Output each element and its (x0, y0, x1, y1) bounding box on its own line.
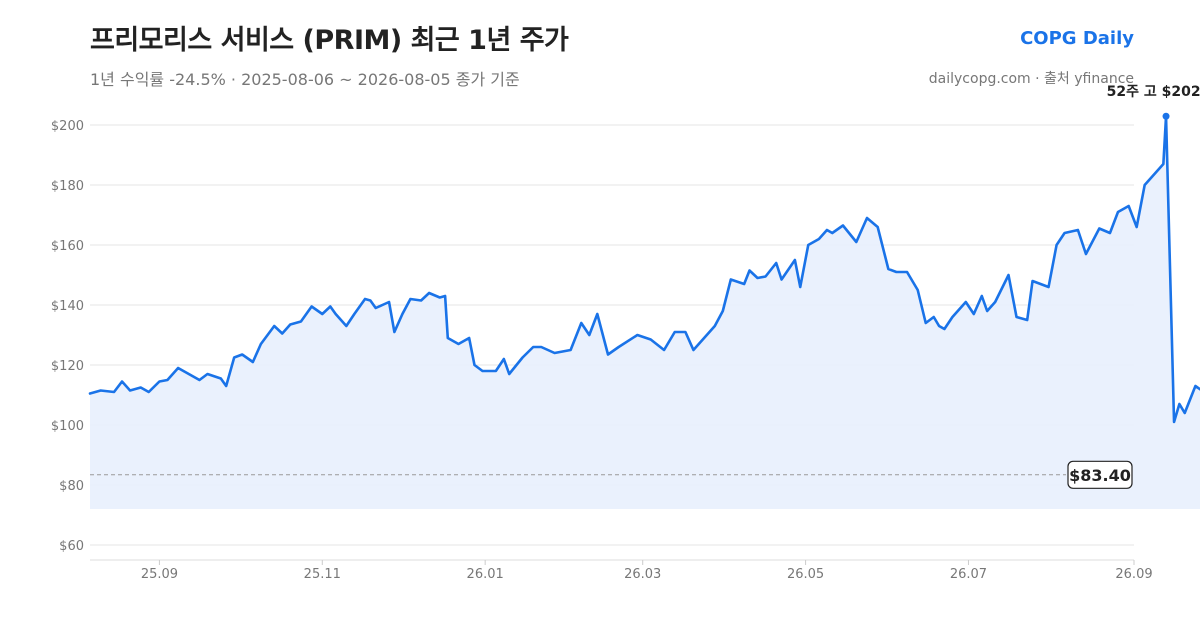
y-tick-label: $100 (51, 419, 84, 434)
last-price-label: $83.40 (1069, 466, 1131, 485)
y-tick-label: $140 (51, 299, 84, 314)
y-tick-label: $80 (59, 479, 84, 494)
price-line (88, 114, 1200, 424)
y-tick-label: $160 (51, 239, 84, 254)
annotation-layer: 52주 고 $202.9252주 저 $74.76$83.40 (1067, 84, 1200, 489)
series-layer (88, 114, 1200, 509)
x-tick-label: 26.01 (467, 567, 504, 582)
y-tick-label: $200 (51, 119, 84, 134)
x-tick-label: 26.07 (950, 567, 987, 582)
axis-layer: $60 $80 $100 $120 $140 $160 $180 $200 25.09 25.11… (51, 119, 1153, 582)
high-marker (1162, 112, 1170, 120)
high-label: 52주 고 $202.92 (1107, 84, 1200, 100)
source-label: dailycopg.com · 출처 yfinance (928, 71, 1134, 87)
last-price-badge (1067, 460, 1133, 489)
chart-subtitle: 1년 수익률 -24.5% · 2025-08-06 ~ 2026-08-05 … (90, 70, 520, 89)
brand-label[interactable]: COPG Daily (1020, 28, 1134, 49)
chart-title: 프리모리스 서비스 (PRIM) 최근 1년 주가 (90, 25, 569, 56)
y-tick-label: $60 (59, 539, 84, 554)
x-tick-label: 25.09 (141, 567, 178, 582)
x-tick-label: 25.11 (304, 567, 341, 582)
y-tick-label: $180 (51, 179, 84, 194)
x-tick-label: 26.09 (1115, 567, 1152, 582)
y-tick-label: $120 (51, 359, 84, 374)
x-tick-label: 26.03 (624, 567, 661, 582)
price-area-fill (90, 116, 1200, 509)
x-tick-label: 26.05 (787, 567, 824, 582)
